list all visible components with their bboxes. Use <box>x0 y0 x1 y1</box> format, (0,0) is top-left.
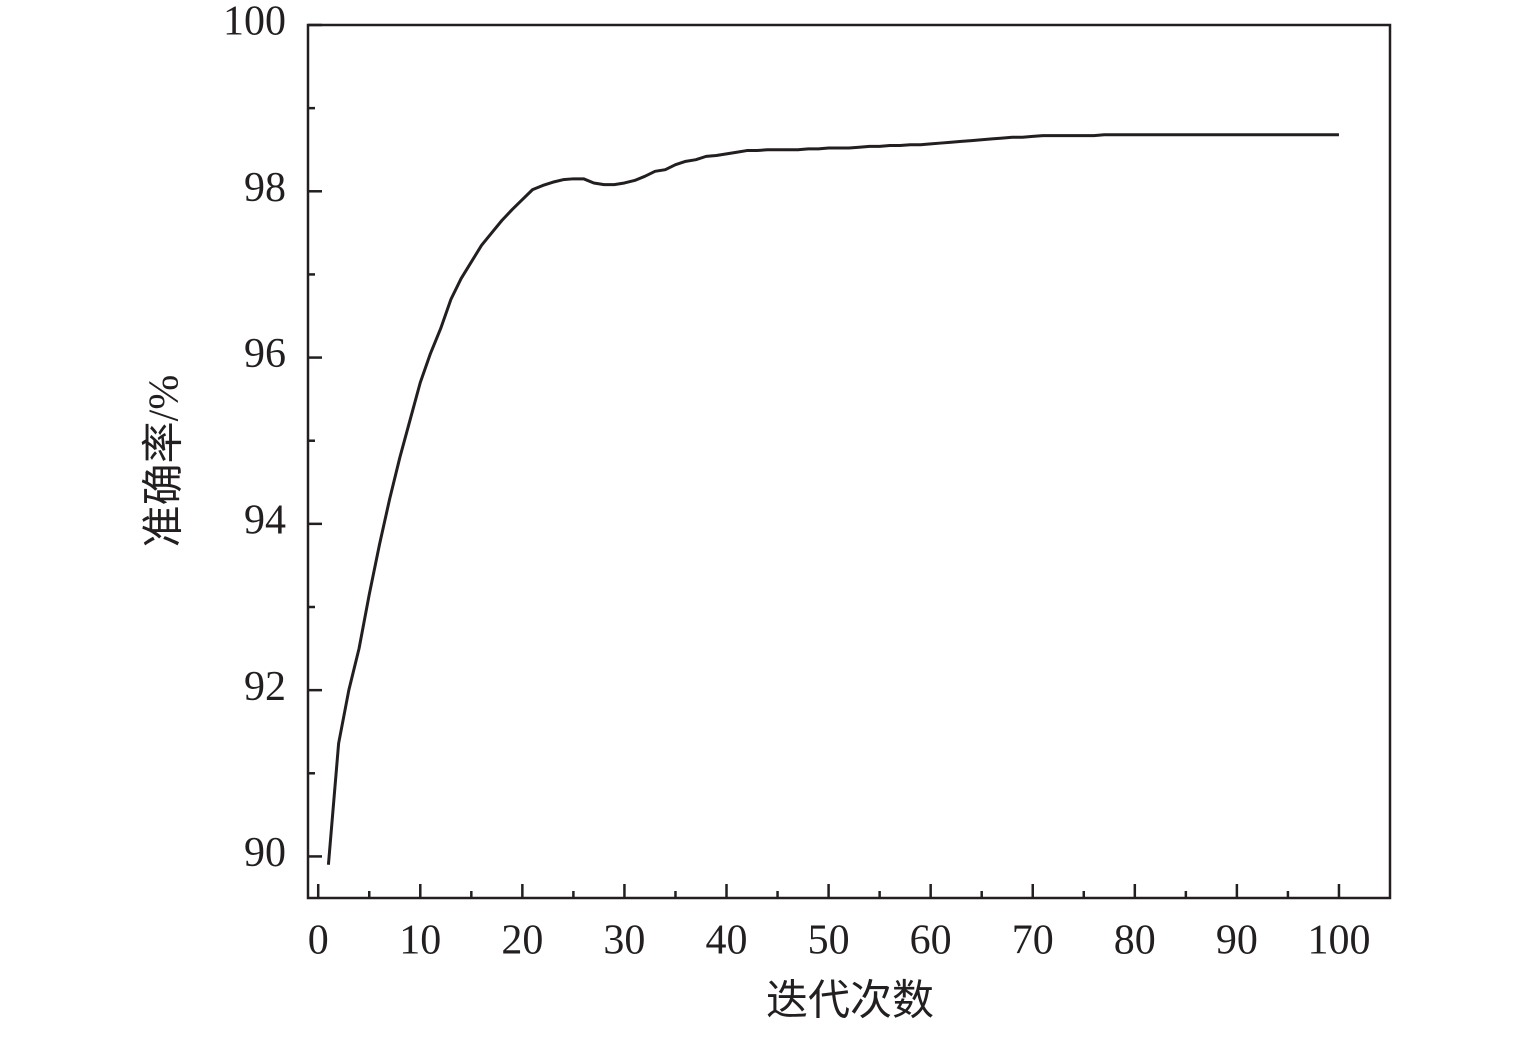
x-tick-label: 80 <box>1114 918 1156 964</box>
y-tick-label: 90 <box>244 830 286 876</box>
x-tick-label: 10 <box>399 918 441 964</box>
x-tick-label: 20 <box>501 918 543 964</box>
x-tick-label: 90 <box>1216 918 1258 964</box>
x-tick-label: 40 <box>706 918 748 964</box>
y-tick-label: 98 <box>244 165 286 211</box>
x-tick-label: 100 <box>1307 918 1370 964</box>
y-tick-label: 92 <box>244 664 286 710</box>
y-axis-label: 准确率/% <box>141 375 188 548</box>
x-tick-label: 70 <box>1012 918 1054 964</box>
line <box>326 133 1339 865</box>
x-tick-label: 30 <box>603 918 645 964</box>
x-axis-label: 迭代次数 <box>766 979 934 1025</box>
x-tick-label: 60 <box>910 918 952 964</box>
y-tick-label: 96 <box>244 331 286 377</box>
x-tick-label: 0 <box>308 918 329 964</box>
y-tick-label: 100 <box>223 0 286 45</box>
y-tick-label: 94 <box>244 497 286 543</box>
x-tick-label: 50 <box>808 918 850 964</box>
plot-frame <box>306 23 1392 900</box>
